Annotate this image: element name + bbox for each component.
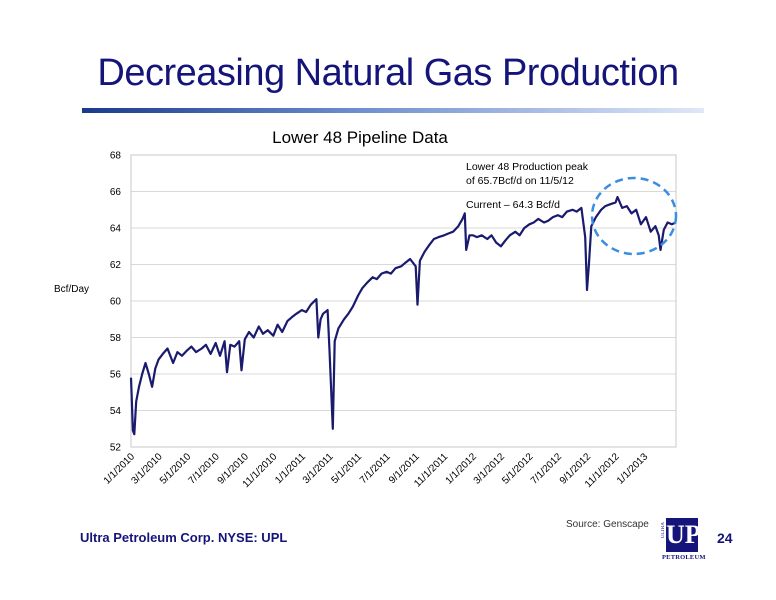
logo-wordmark: PETROLEUM bbox=[662, 554, 706, 561]
logo-side-text: ULTRA bbox=[661, 522, 666, 539]
y-tick-label: 54 bbox=[110, 406, 122, 417]
footer-company: Ultra Petroleum Corp. NYSE: UPL bbox=[80, 530, 288, 545]
y-tick-label: 52 bbox=[110, 443, 122, 454]
x-tick-label: 1/1/2013 bbox=[615, 451, 651, 487]
y-tick-label: 62 bbox=[110, 260, 122, 271]
y-axis-label: Bcf/Day bbox=[54, 284, 89, 295]
slide-title: Decreasing Natural Gas Production bbox=[97, 52, 679, 94]
x-tick-label: 7/1/2011 bbox=[358, 451, 393, 486]
plot-area bbox=[130, 154, 677, 448]
annotation-peak-line1: Lower 48 Production peak bbox=[466, 161, 589, 173]
series-line-production bbox=[129, 195, 677, 436]
page-number: 24 bbox=[717, 530, 733, 546]
y-tick-label: 68 bbox=[110, 151, 122, 162]
y-tick-label: 58 bbox=[110, 333, 122, 344]
logo-mark: UP bbox=[666, 518, 701, 552]
annotation-peak-line2: of 65.7Bcf/d on 11/5/12 bbox=[466, 175, 574, 187]
ultra-petroleum-logo: UP ULTRA PETROLEUM bbox=[661, 518, 706, 566]
grid-layer bbox=[131, 154, 676, 448]
chart-title: Lower 48 Pipeline Data bbox=[272, 128, 448, 147]
y-tick-label: 64 bbox=[110, 224, 122, 235]
source-note: Source: Genscape bbox=[566, 519, 649, 530]
y-tick-label: 60 bbox=[110, 297, 122, 308]
y-axis: 52 54 56 58 60 62 64 66 68 bbox=[110, 151, 122, 454]
y-tick-label: 66 bbox=[110, 187, 122, 198]
y-tick-label: 56 bbox=[110, 370, 122, 381]
x-axis: 1/1/20103/1/20105/1/20107/1/20109/1/2010… bbox=[102, 451, 651, 490]
title-rule bbox=[82, 108, 704, 113]
annotation-current: Current – 64.3 Bcf/d bbox=[466, 199, 560, 211]
highlight-circle bbox=[590, 176, 678, 256]
